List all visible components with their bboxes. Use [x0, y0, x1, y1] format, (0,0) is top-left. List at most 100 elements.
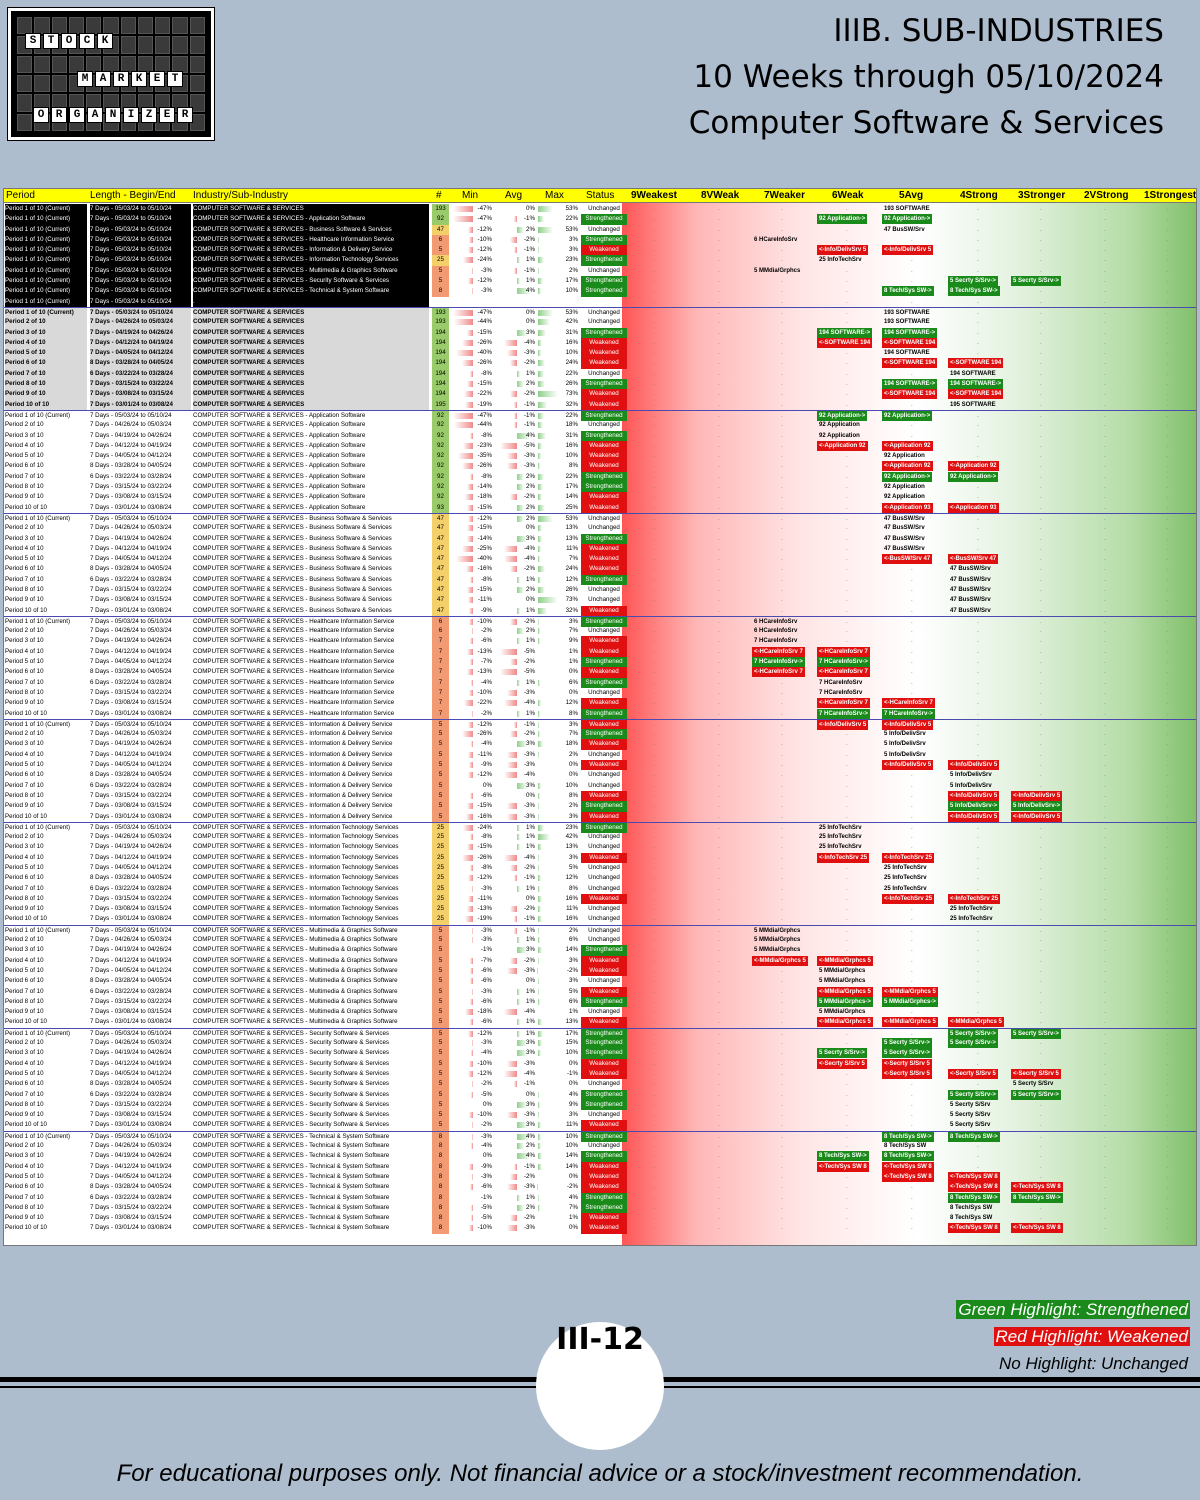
column-marker: . [911, 1224, 913, 1232]
avg-cell-bar [517, 1030, 521, 1037]
avg-cell-bar [513, 916, 517, 923]
column-marker: . [977, 771, 979, 779]
column-marker: . [1104, 225, 1106, 233]
length-cell: 7 Days - 03/08/24 to 03/15/24 [90, 1008, 172, 1016]
avg-cell-bar [513, 401, 517, 408]
industry-cell: COMPUTER SOFTWARE & SERVICES - Healthcar… [193, 647, 395, 655]
length-cell: 7 Days - 04/19/24 to 04/26/24 [90, 1152, 172, 1160]
min-cell-bar [471, 1173, 473, 1180]
avg-cell: -3% [495, 348, 536, 358]
column-marker: . [1167, 390, 1169, 398]
column-marker: . [846, 235, 848, 243]
strength-columns: .........5 MMdia/Grphcs [622, 1007, 1196, 1017]
table-row: Period 6 of 10 8 Days - 03/28/24 to 04/05… [4, 358, 1196, 369]
industry-cell: COMPUTER SOFTWARE & SERVICES - Applicati… [193, 214, 429, 225]
position-label: 195 SOFTWARE [950, 401, 996, 408]
column-marker: . [718, 833, 720, 841]
min-cell-value: -12% [477, 246, 492, 254]
count-cell: 6 [432, 626, 449, 637]
column-marker: . [846, 926, 848, 934]
min-cell-bar [467, 278, 473, 285]
avg-cell-value: -4% [523, 853, 535, 861]
min-cell-bar [470, 1091, 473, 1098]
strength-columns: .........<-Secrty S/Srv 5<-Secrty S/Srv … [622, 1058, 1196, 1069]
max-cell-bar [538, 927, 539, 934]
length-cell: 7 Days - 04/26/24 to 05/03/24 [90, 730, 172, 738]
avg-cell-bar [503, 772, 517, 779]
column-marker: . [1167, 534, 1169, 542]
table-row: Period 1 of 10 (Current) 7 Days - 05/03/2… [4, 214, 1196, 225]
min-cell: -10% [451, 1110, 493, 1120]
industry-cell: COMPUTER SOFTWARE & SERVICES - Applicati… [193, 441, 366, 449]
strength-columns: .........5 MMdia/Grphcs [622, 945, 1196, 955]
period-cell: Period 4 of 10 [5, 1059, 44, 1067]
industry-cell: COMPUTER SOFTWARE & SERVICES - Applicati… [193, 431, 366, 439]
max-cell: 32% [537, 606, 579, 616]
strength-columns: .........5 Secrty S/Srv [622, 1100, 1196, 1110]
column-marker: . [718, 1039, 720, 1047]
status-cell: Weakened [581, 1161, 627, 1172]
table-row: Period 6 of 10 8 Days - 03/28/24 to 04/05… [4, 976, 1196, 987]
table-row: Period 5 of 10 7 Days - 04/05/24 to 04/12… [4, 965, 1196, 977]
column-marker: . [977, 750, 979, 758]
min-cell-value: -12% [477, 720, 492, 728]
column-marker: . [781, 771, 783, 779]
column-marker: . [1040, 297, 1042, 305]
column-marker: . [1040, 658, 1042, 666]
industry-cell: COMPUTER SOFTWARE & SERVICES - Multimedi… [193, 1008, 398, 1016]
industry-cell: COMPUTER SOFTWARE & SERVICES - Technical… [193, 1152, 390, 1160]
column-marker: . [1104, 359, 1106, 367]
column-marker: . [846, 823, 848, 831]
max-cell-value: 26% [565, 380, 578, 388]
table-row: Period 1 of 10 (Current) 7 Days - 05/03/2… [4, 204, 1196, 215]
avg-cell-bar [517, 844, 521, 851]
period-cell: Period 7 of 10 [5, 368, 87, 380]
max-cell: -2% [537, 966, 579, 976]
avg-cell: 3% [495, 781, 536, 791]
industry-cell: COMPUTER SOFTWARE & SERVICES [193, 368, 429, 380]
avg-cell: 1% [495, 1017, 536, 1027]
column-marker: . [718, 884, 720, 892]
position-label: 5 Secrty S/Srv-> [882, 1038, 932, 1049]
column-marker: . [977, 1049, 979, 1057]
column-marker: . [654, 205, 656, 212]
column-marker: . [846, 256, 848, 264]
position-label: 7 HCareInfoSrv-> [817, 657, 870, 668]
min-cell-value: -26% [477, 462, 492, 470]
max-cell-value: 53% [565, 205, 578, 212]
status-cell: Weakened [581, 1068, 627, 1080]
min-cell-bar [469, 762, 473, 769]
max-cell-value: 2% [569, 926, 578, 934]
position-label: 5 Secrty S/Srv [950, 1112, 991, 1119]
strength-columns: ......... 25 InfoTechSrv [622, 255, 1196, 265]
column-marker: . [1104, 977, 1106, 985]
column-marker: . [718, 235, 720, 243]
column-marker: . [977, 1152, 979, 1160]
column-marker: . [1040, 946, 1042, 954]
strength-columns: .........<-HCareInfoSrv 7<-HCareInfoSrv … [622, 646, 1196, 657]
column-marker: . [718, 256, 720, 264]
min-cell-value: -12% [477, 1069, 492, 1077]
table-row: Period 2 of 10 7 Days - 04/26/24 to 05/03… [4, 1038, 1196, 1049]
length-cell: 7 Days - 05/03/24 to 05/10/24 [90, 720, 172, 728]
strength-columns: ......... 47 BusSW/Srv [622, 225, 1196, 235]
count-cell: 5 [432, 719, 449, 731]
avg-cell-bar [510, 391, 517, 398]
column-marker: . [1104, 1121, 1106, 1129]
avg-cell-bar [517, 515, 524, 522]
position-label: 47 BusSW/Srv [884, 226, 925, 233]
position-label: <-Tech/Sys SW 8 [1011, 1182, 1063, 1193]
position-label: <-Info/DelivSrv 5 [948, 760, 1000, 771]
position-label: 5 Secrty S/Srv-> [882, 1048, 932, 1059]
period-cell: Period 6 of 10 [5, 668, 44, 676]
min-cell: -5% [451, 1090, 493, 1100]
min-cell-bar [466, 844, 473, 851]
column-marker: . [1167, 596, 1169, 604]
strength-columns: ......... 25 InfoTechSrv [622, 884, 1196, 894]
avg-cell-bar [513, 247, 517, 254]
status-cell: Strengthened [581, 1038, 627, 1049]
max-cell: 2% [537, 266, 579, 276]
column-marker: . [781, 246, 783, 254]
max-cell-bar [538, 638, 541, 645]
avg-cell-value: -5% [523, 647, 535, 655]
